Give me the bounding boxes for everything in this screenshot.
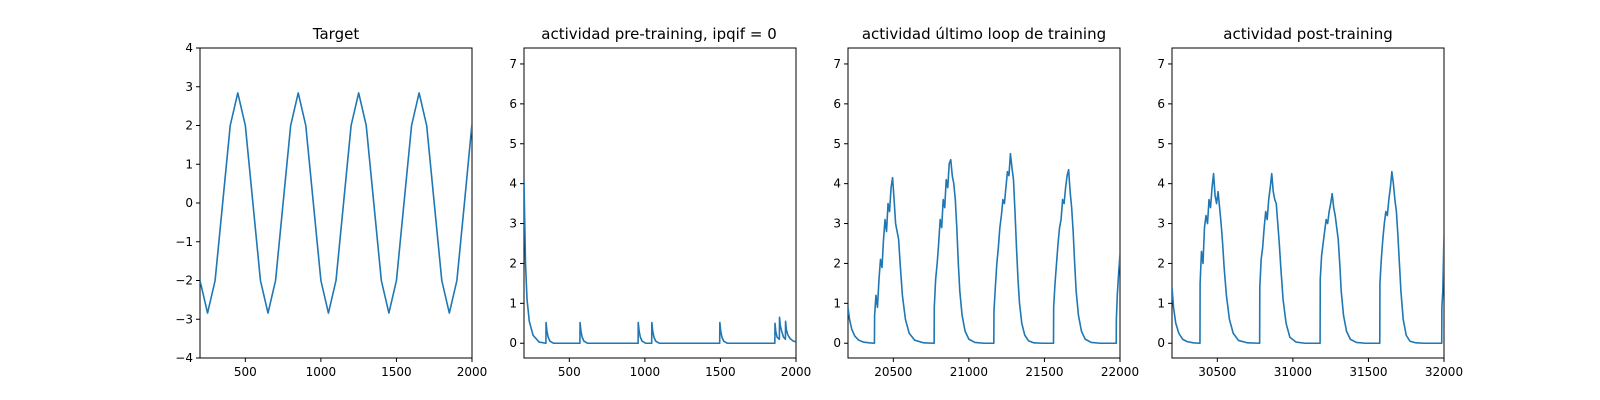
subplot-post-training: actividad post-training 30500 31000 31500 3… (1157, 25, 1463, 379)
x-tick-label: 500 (558, 365, 581, 379)
y-tick-label: 4 (1157, 177, 1165, 191)
plot-area: 500 1000 1500 2000 −4 −3 −2 −1 0 1 2 3 4 (175, 41, 487, 379)
y-tick-label: 7 (509, 57, 517, 71)
x-tick-label: 1500 (705, 365, 736, 379)
y-tick-label: 6 (833, 97, 841, 111)
axes-frame (847, 47, 1121, 359)
series-line (848, 152, 1120, 345)
x-tick-label: 2000 (781, 365, 812, 379)
x-tick-label: 500 (234, 365, 257, 379)
y-tick-label: 0 (833, 336, 841, 350)
x-tick-label: 21000 (950, 365, 988, 379)
y-tick-label: 3 (509, 217, 517, 231)
y-tick-label: 1 (1157, 296, 1165, 310)
y-tick-label: 3 (1157, 217, 1165, 231)
y-tick-label: 1 (833, 296, 841, 310)
subplot-title: Target (312, 25, 360, 43)
series-line (1172, 170, 1444, 345)
y-tick-label: 5 (833, 137, 841, 151)
y-tick-label: 0 (1157, 336, 1165, 350)
x-tick-label: 32000 (1425, 365, 1463, 379)
y-tick-label: 2 (1157, 256, 1165, 270)
x-tick-label: 20500 (874, 365, 912, 379)
y-tick-label: 6 (509, 97, 517, 111)
subplot-last-training-loop: actividad último loop de training 20500 2… (833, 25, 1139, 379)
y-tick-label: 3 (185, 80, 193, 94)
x-tick-label: 22000 (1101, 365, 1139, 379)
y-tick-label: −2 (175, 274, 193, 288)
y-tick-label: 0 (185, 196, 193, 210)
y-tick-label: 1 (509, 296, 517, 310)
plot-area: 20500 21000 21500 22000 0 1 2 3 4 5 6 7 (833, 57, 1139, 379)
series-line (200, 92, 472, 314)
y-tick-label: 2 (833, 256, 841, 270)
x-tick-label: 30500 (1198, 365, 1236, 379)
y-tick-label: 5 (1157, 137, 1165, 151)
y-tick-label: 0 (509, 336, 517, 350)
y-tick-label: 4 (185, 41, 193, 55)
x-tick-label: 31500 (1349, 365, 1387, 379)
y-tick-label: −4 (175, 351, 193, 365)
x-tick-label: 31000 (1274, 365, 1312, 379)
y-tick-label: 7 (833, 57, 841, 71)
axes-frame (523, 47, 797, 359)
y-tick-label: 1 (185, 157, 193, 171)
plot-area: 500 1000 1500 2000 0 1 2 3 4 5 6 7 (509, 57, 811, 379)
y-tick-label: 4 (509, 177, 517, 191)
y-tick-label: 4 (833, 177, 841, 191)
plot-area: 30500 31000 31500 32000 0 1 2 3 4 5 6 7 (1157, 57, 1463, 379)
axes-frame (199, 47, 473, 359)
x-tick-label: 21500 (1025, 365, 1063, 379)
x-tick-label: 1500 (381, 365, 412, 379)
subplot-pre-training: actividad pre-training, ipqif = 0 500 100… (509, 25, 811, 379)
x-tick-label: 2000 (457, 365, 488, 379)
y-tick-label: 6 (1157, 97, 1165, 111)
y-tick-label: −1 (175, 235, 193, 249)
subplot-title: actividad post-training (1223, 25, 1392, 43)
y-tick-label: 5 (509, 137, 517, 151)
y-tick-label: 2 (185, 119, 193, 133)
subplot-target: Target 500 1000 1500 2000 −4 −3 −2 −1 0 1 2 3 4 (175, 25, 487, 379)
y-tick-label: −3 (175, 312, 193, 326)
series-line (524, 181, 796, 345)
y-tick-label: 3 (833, 217, 841, 231)
subplot-title: actividad último loop de training (862, 25, 1106, 43)
y-tick-label: 7 (1157, 57, 1165, 71)
subplot-title: actividad pre-training, ipqif = 0 (541, 25, 777, 43)
y-tick-label: 2 (509, 256, 517, 270)
x-tick-label: 1000 (630, 365, 661, 379)
x-tick-label: 1000 (306, 365, 337, 379)
